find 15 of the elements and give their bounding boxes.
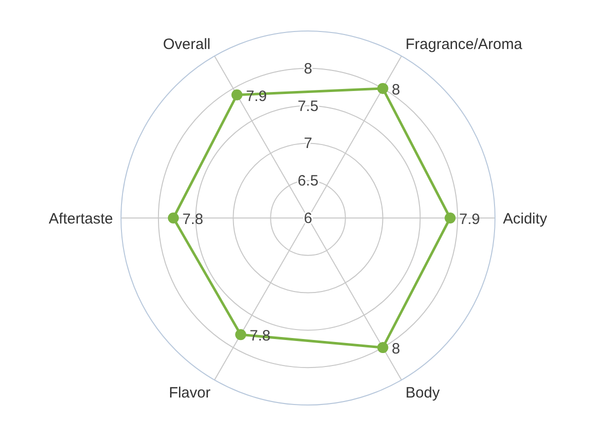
data-label: 8 <box>392 340 400 358</box>
spoke-label: Aftertaste <box>48 210 113 228</box>
data-label: 7.9 <box>459 211 480 228</box>
y-tick-label: 7.5 <box>298 98 318 115</box>
spoke-label: Acidity <box>503 210 548 228</box>
y-tick-label: 6.5 <box>298 172 318 190</box>
spoke-label: Overall <box>162 36 210 54</box>
spoke-label: Fragrance/Aroma <box>406 36 523 54</box>
data-label: 7.8 <box>182 211 204 228</box>
y-tick-label: 7 <box>304 135 312 152</box>
y-tick-label: 8 <box>304 60 312 78</box>
spoke-label: Flavor <box>168 384 210 402</box>
y-tick-label: 6 <box>304 210 312 227</box>
spoke-label: Body <box>406 384 440 402</box>
data-label: 8 <box>392 81 400 98</box>
